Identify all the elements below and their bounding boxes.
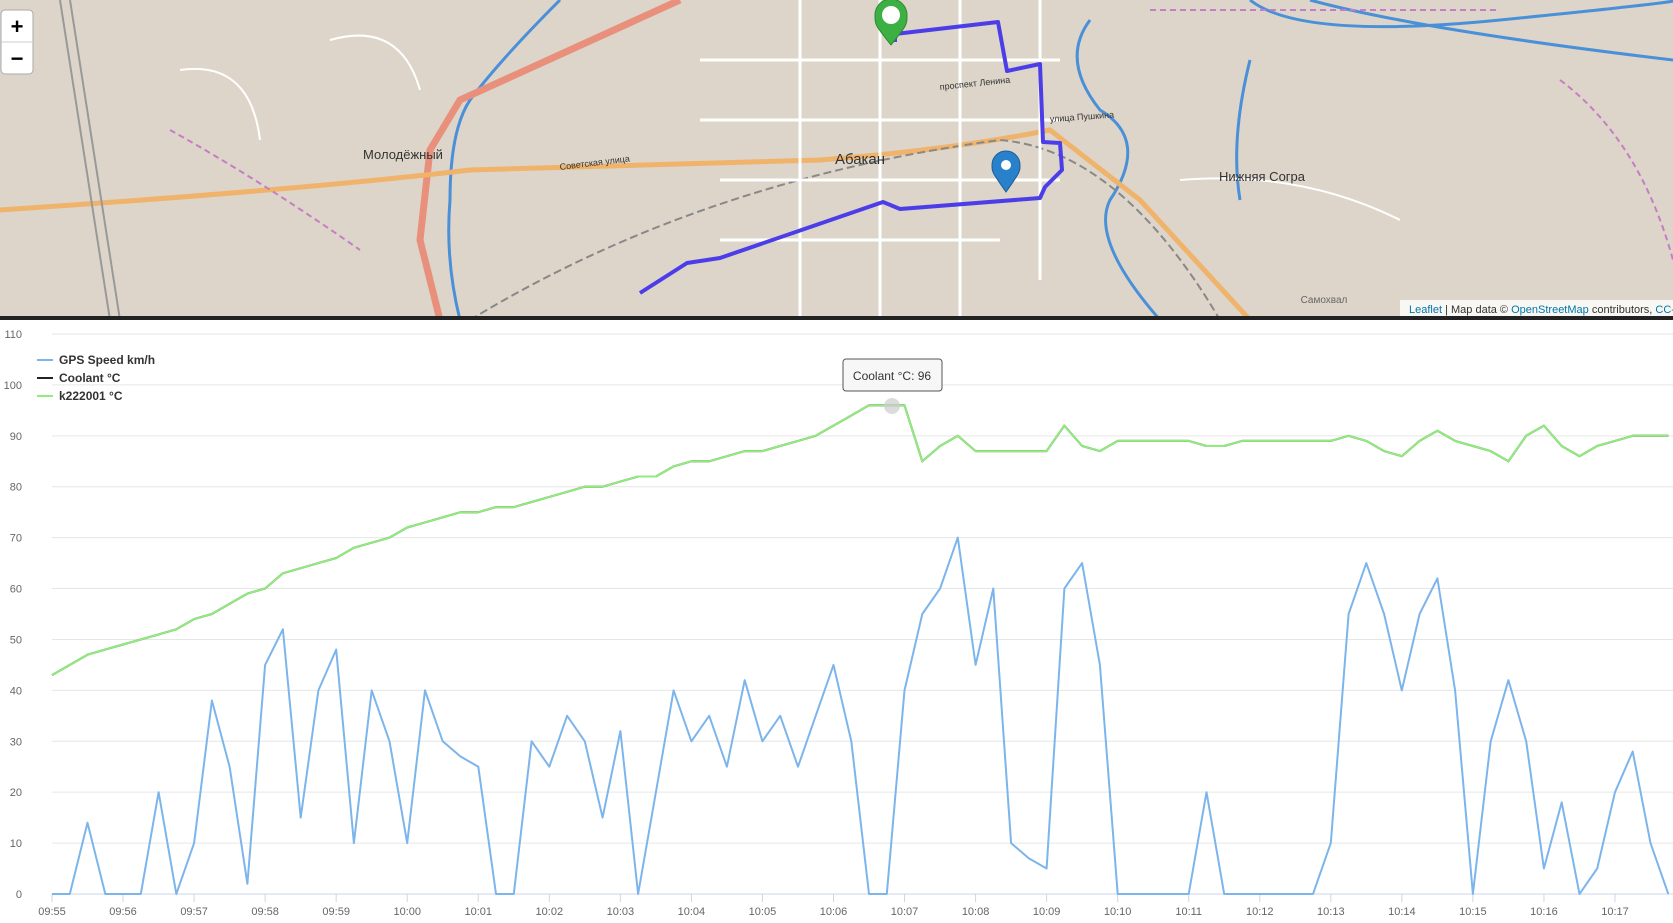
y-tick-label: 20 xyxy=(10,787,22,799)
y-tick-label: 90 xyxy=(10,431,22,443)
y-tick-label: 50 xyxy=(10,634,22,646)
x-tick-label: 10:01 xyxy=(465,906,493,918)
x-tick-label: 10:07 xyxy=(891,906,919,918)
attribution: Leaflet | Map data © OpenStreetMap contr… xyxy=(1409,304,1673,316)
x-tick-label: 10:15 xyxy=(1459,906,1487,918)
finish-marker[interactable] xyxy=(874,0,908,46)
legend-label: k222001 °C xyxy=(59,389,123,403)
y-tick-label: 30 xyxy=(10,736,22,748)
x-tick-label: 10:14 xyxy=(1388,906,1416,918)
zoom-out[interactable]: − xyxy=(11,46,24,71)
attribution-box xyxy=(1400,300,1673,318)
series-line xyxy=(51,404,1669,676)
tooltip-point xyxy=(884,398,900,414)
chart-background xyxy=(0,320,1673,923)
x-tick-label: 10:04 xyxy=(678,906,706,918)
x-tick-label: 10:11 xyxy=(1175,906,1202,918)
place-label: Нижняя Согра xyxy=(1219,169,1306,184)
x-tick-label: 10:16 xyxy=(1530,906,1558,918)
map-roads xyxy=(0,0,1673,320)
y-tick-label: 40 xyxy=(10,685,22,697)
x-tick-label: 10:02 xyxy=(536,906,564,918)
tooltip-text: Coolant °C: 96 xyxy=(853,369,932,383)
legend-label: GPS Speed km/h xyxy=(59,353,155,367)
y-tick-label: 0 xyxy=(16,889,22,901)
legend-label: Coolant °C xyxy=(59,371,121,385)
tooltip-box xyxy=(842,358,943,392)
y-tick-label: 70 xyxy=(10,533,22,545)
x-tick-label: 10:08 xyxy=(962,906,990,918)
y-tick-label: 80 xyxy=(10,482,22,494)
x-tick-label: 10:06 xyxy=(820,906,848,918)
x-tick-label: 10:10 xyxy=(1104,906,1132,918)
x-tick-label: 10:09 xyxy=(1033,906,1061,918)
street-label: улица Пушкина xyxy=(1049,110,1114,124)
x-tick-label: 09:57 xyxy=(180,906,208,918)
y-tick-label: 110 xyxy=(4,329,22,341)
zoom-control: + − xyxy=(0,9,34,75)
chart: 0 10 20 30 40 50 60 70 80 90 100 110 09:55 09:56 09:57… xyxy=(0,320,1673,923)
y-tick-label: 10 xyxy=(10,838,22,850)
x-tick-label: 09:55 xyxy=(38,906,66,918)
license-link[interactable]: CC- xyxy=(1655,304,1673,316)
series-line xyxy=(52,536,1670,895)
x-tick-label: 10:05 xyxy=(749,906,777,918)
place-label: Молодёжный xyxy=(363,147,443,162)
place-label: Абакан xyxy=(835,151,885,168)
osm-link[interactable]: OpenStreetMap xyxy=(1511,304,1589,316)
attribution-text: contributors, xyxy=(1592,304,1653,316)
x-tick-label: 10:13 xyxy=(1317,906,1345,918)
x-tick-label: 09:56 xyxy=(109,906,137,918)
place-label: Самохвал xyxy=(1301,295,1348,306)
x-tick-label: 10:17 xyxy=(1601,906,1629,918)
leaflet-link[interactable]: Leaflet xyxy=(1409,304,1442,316)
x-tick-label: 10:12 xyxy=(1246,906,1274,918)
x-tick-label: 10:00 xyxy=(393,906,421,918)
y-tick-label: 60 xyxy=(10,584,22,596)
y-tick-label: 100 xyxy=(4,380,22,392)
attribution-text: | Map data © xyxy=(1445,304,1508,316)
zoom-in[interactable]: + xyxy=(11,14,24,39)
x-tick-label: 10:03 xyxy=(607,906,635,918)
separator xyxy=(0,316,1673,320)
x-tick-label: 09:58 xyxy=(251,906,279,918)
map: Молодёжный Абакан Нижняя Согра Самохвал … xyxy=(0,0,1673,320)
x-tick-label: 09:59 xyxy=(322,906,350,918)
start-marker[interactable] xyxy=(991,150,1021,193)
